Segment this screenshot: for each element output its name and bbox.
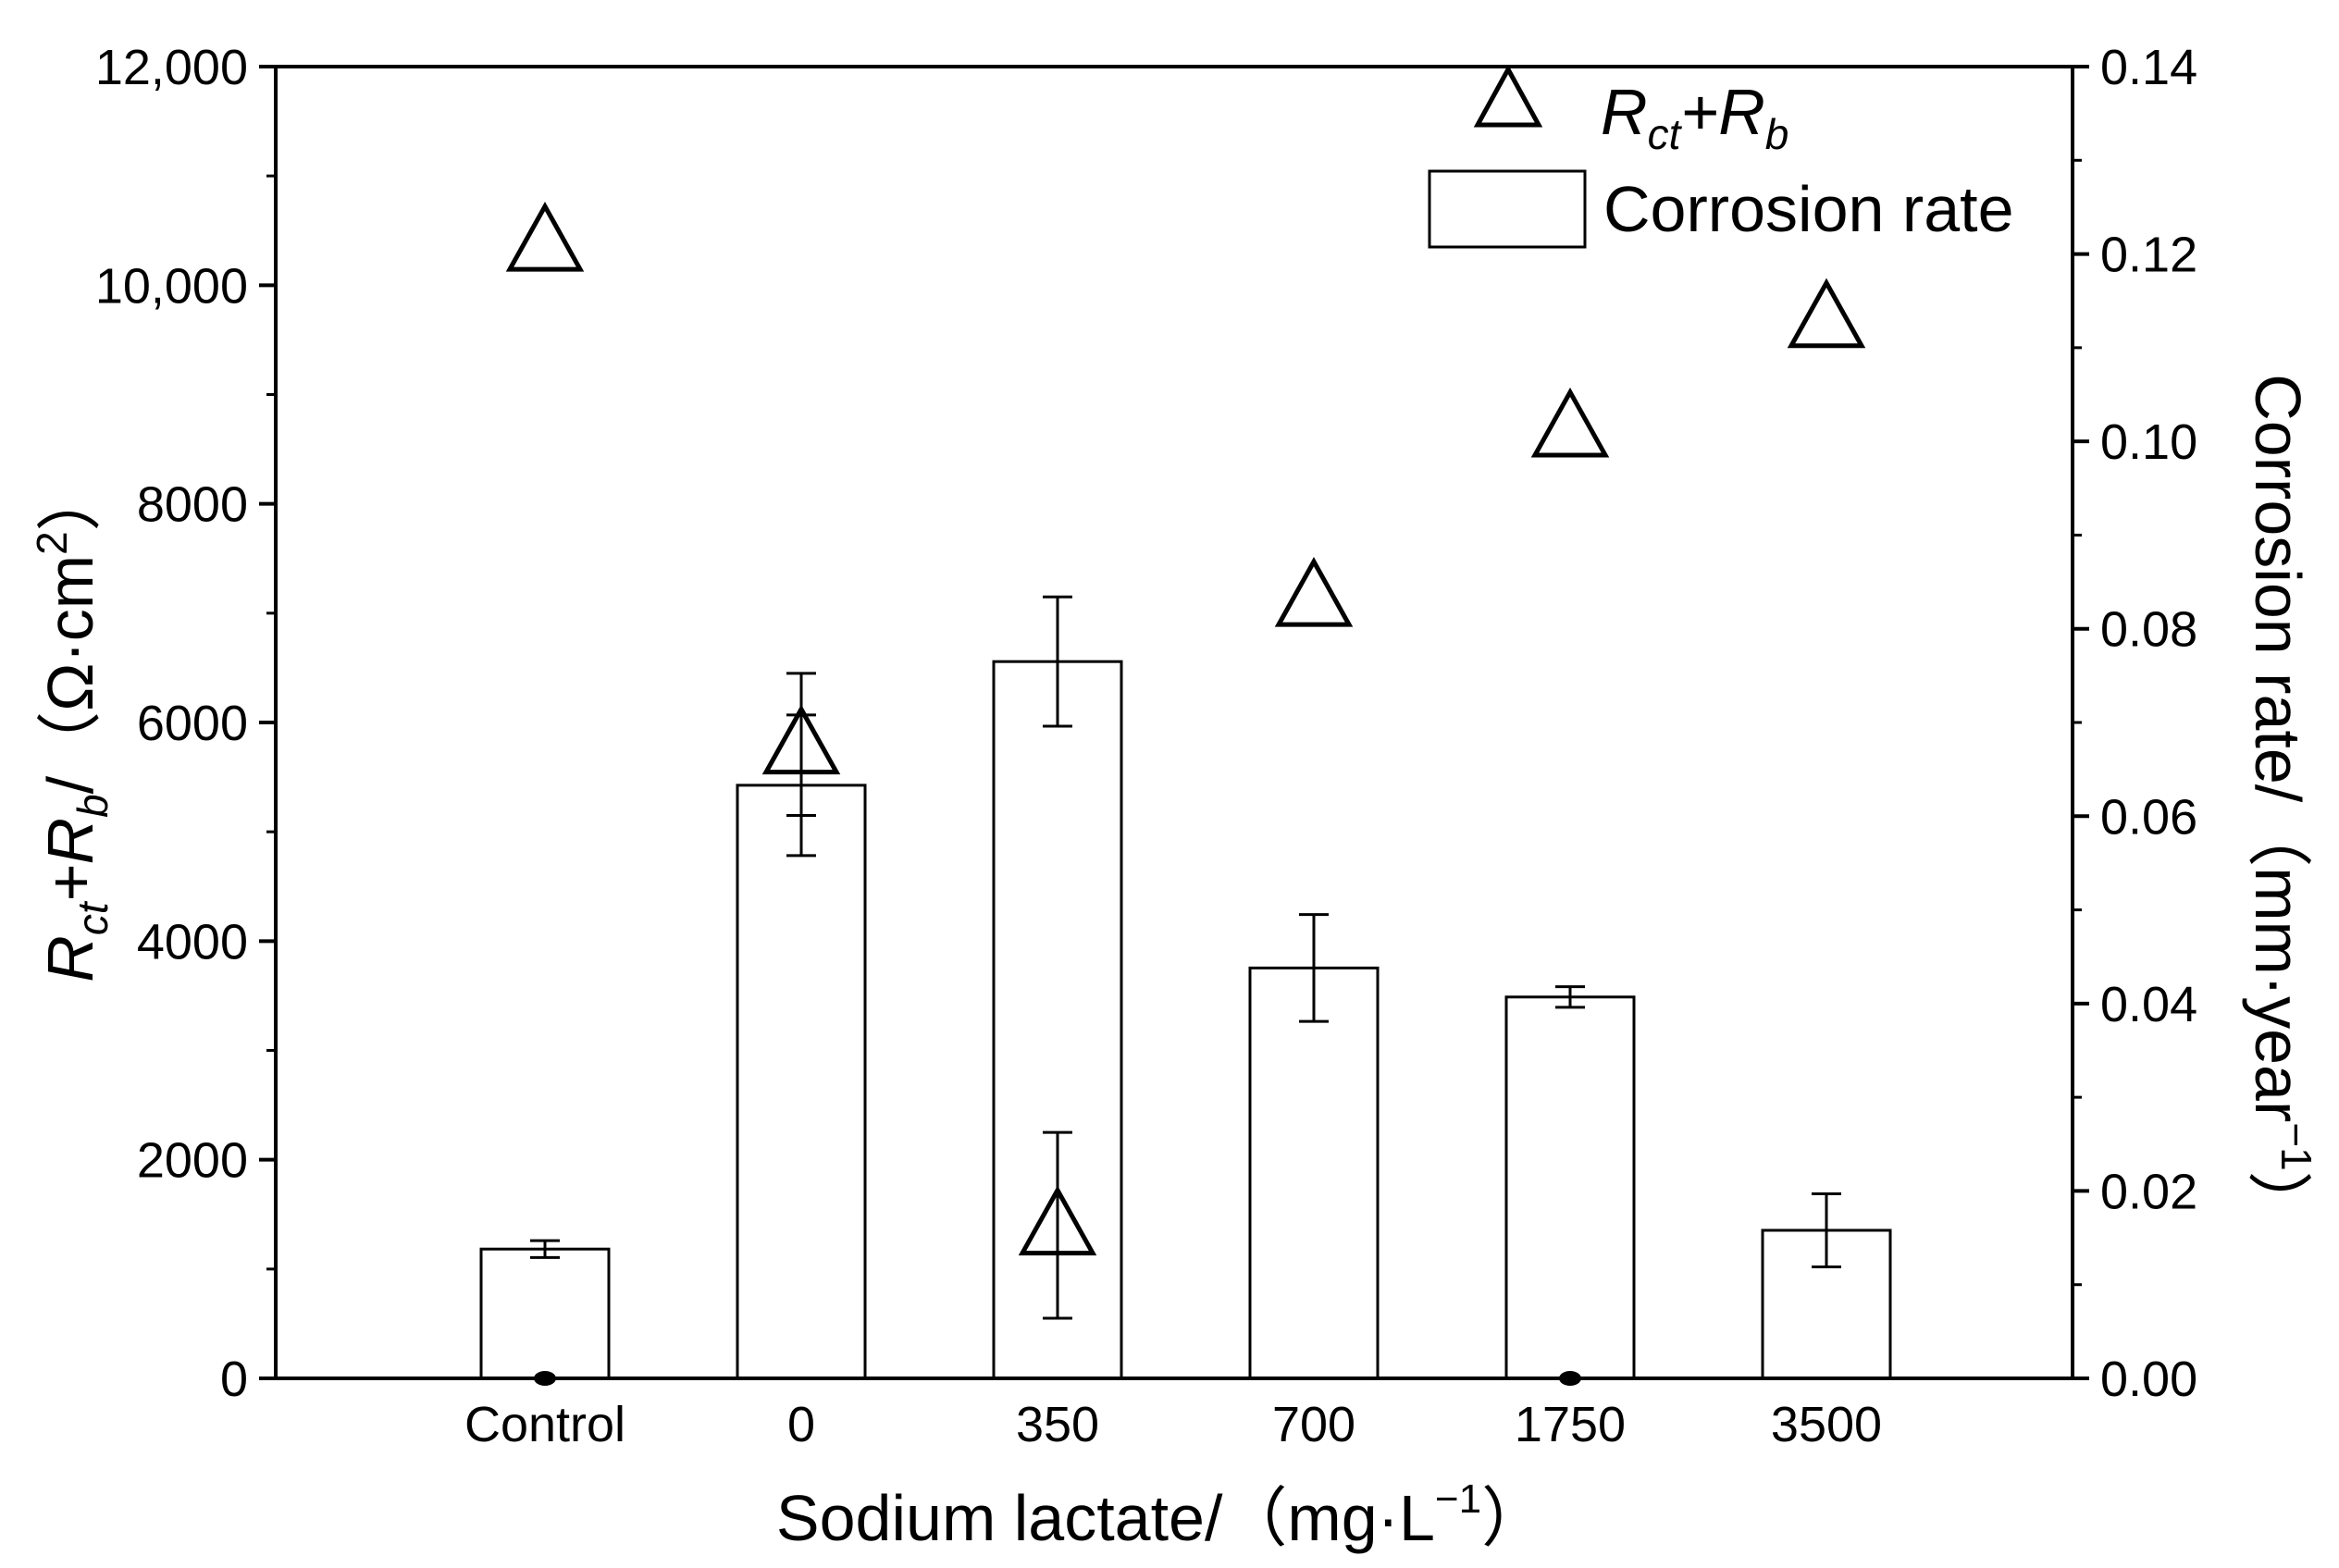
- x-axis-title: Sodium lactate/（mg·L−1）: [776, 1476, 1546, 1554]
- left-tick-label: 12,000: [95, 40, 248, 95]
- left-tick-label: 0: [220, 1352, 248, 1407]
- triangle-point-0: [761, 704, 841, 775]
- left-axis-title-plus: +R: [34, 818, 106, 902]
- legend-triangle-sub2: b: [1765, 110, 1789, 158]
- bar-0: [736, 784, 867, 1380]
- right-tick-label: 0.10: [2100, 414, 2197, 470]
- legend-triangle-plus: +R: [1680, 76, 1764, 148]
- x-tick-label-700: 700: [1272, 1397, 1355, 1452]
- x-axis-title-main: Sodium lactate/（mg·L: [776, 1482, 1435, 1554]
- x-tick-label-0: 0: [787, 1397, 815, 1452]
- left-tick-label: 6000: [137, 696, 248, 751]
- legend: Rct+Rb Corrosion rate: [1428, 64, 2014, 249]
- right-tick-label: 0.12: [2100, 228, 2197, 283]
- x-tick-label-Control: Control: [464, 1397, 625, 1452]
- legend-triangle-marker: [1473, 64, 1543, 128]
- left-axis-title-sub2: b: [68, 794, 117, 818]
- right-tick-label: 0.00: [2100, 1352, 2197, 1407]
- bar-error-700: [1299, 913, 1329, 1023]
- triangle-point-700: [1274, 556, 1354, 627]
- bar-error-Control: [530, 1239, 560, 1259]
- x-axis-ticks: Control 0 350 700 1750 3500: [464, 1397, 1882, 1452]
- plot-border: [274, 65, 2074, 1380]
- x-axis-title-end: ）: [1481, 1482, 1546, 1554]
- triangles-layer: [505, 201, 1866, 1386]
- left-tick-label: 4000: [137, 914, 248, 969]
- right-axis-title-end: ）: [2242, 1171, 2314, 1236]
- x-tick-label-1750: 1750: [1515, 1397, 1626, 1452]
- left-axis-title-sub1: ct: [68, 900, 117, 935]
- left-axis-title-r: R: [34, 935, 106, 982]
- triangle-error-0: [786, 672, 816, 817]
- bars-layer: [479, 660, 1892, 1380]
- right-axis-title-main: Corrosion rate/（mm·year: [2242, 374, 2314, 1122]
- right-tick-label: 0.14: [2100, 40, 2197, 95]
- left-axis-ticks: 0 2000 4000 6000 8000 10,000 12,000: [95, 40, 276, 1407]
- legend-triangle-r: R: [1601, 76, 1648, 148]
- triangle-point-350: [1018, 1185, 1097, 1256]
- x-tick-label-3500: 3500: [1771, 1397, 1882, 1452]
- x-tick-label-350: 350: [1016, 1397, 1099, 1452]
- triangle-point-Control: [505, 201, 585, 272]
- x-axis-title-sup: −1: [1435, 1476, 1481, 1522]
- legend-triangle-label: Rct+Rb: [1601, 76, 1788, 158]
- right-tick-label: 0.02: [2100, 1164, 2197, 1219]
- left-tick-label: 10,000: [95, 258, 248, 314]
- errorbars-layer: [530, 595, 1841, 1320]
- triangle-point-1750: [1530, 387, 1610, 458]
- left-axis-title-end: ）: [34, 466, 106, 531]
- bar-1750: [1504, 995, 1636, 1380]
- legend-triangle-sub1: ct: [1648, 110, 1683, 158]
- left-axis-title-slash: /（Ω·cm: [34, 555, 106, 794]
- bar-Control: [479, 1247, 611, 1380]
- plot-frame: [274, 65, 2074, 1380]
- bar-error-1750: [1555, 985, 1585, 1009]
- right-tick-label: 0.06: [2100, 789, 2197, 845]
- left-axis-title-sup: 2: [28, 531, 76, 555]
- right-tick-label: 0.04: [2100, 977, 2197, 1032]
- legend-bar-swatch: [1428, 169, 1587, 249]
- right-axis-ticks: 0.00 0.02 0.04 0.06 0.08 0.10 0.12 0.14: [2073, 40, 2197, 1407]
- legend-bar-label: Corrosion rate: [1603, 173, 2014, 245]
- bar-error-3500: [1812, 1191, 1841, 1268]
- bar-error-350: [1043, 595, 1072, 728]
- right-axis-title: Corrosion rate/（mm·year−1）: [2242, 374, 2320, 1236]
- bar-700: [1248, 966, 1380, 1380]
- right-tick-label: 0.08: [2100, 602, 2197, 658]
- left-tick-label: 2000: [137, 1133, 248, 1189]
- left-tick-label: 8000: [137, 477, 248, 533]
- left-axis-title: Rct+Rb/（Ω·cm2）: [28, 466, 117, 982]
- triangle-error-350: [1043, 1130, 1072, 1320]
- right-axis-title-sup: −1: [2272, 1122, 2320, 1170]
- triangle-point-3500: [1787, 278, 1866, 349]
